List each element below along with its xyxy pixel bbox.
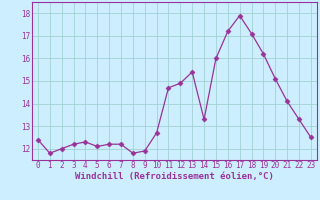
X-axis label: Windchill (Refroidissement éolien,°C): Windchill (Refroidissement éolien,°C) — [75, 172, 274, 181]
